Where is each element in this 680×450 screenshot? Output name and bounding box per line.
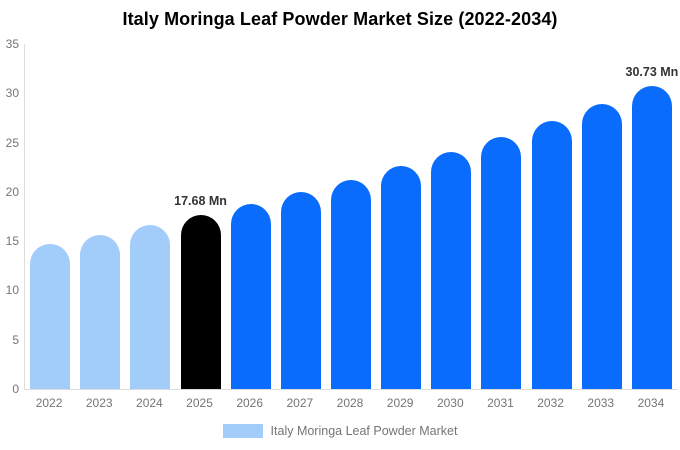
x-tick-label-2028: 2028 (336, 396, 364, 410)
bar-2028[interactable] (331, 179, 371, 389)
x-tick-label-2027: 2027 (286, 396, 314, 410)
x-tick-label-2033: 2033 (587, 396, 615, 410)
x-tick-label-2024: 2024 (136, 396, 163, 410)
x-tick-label-2022: 2022 (35, 396, 63, 410)
x-tick-label-2034: 2034 (637, 396, 665, 410)
bar-value-label-2034: 30.73 Mn (625, 65, 679, 80)
bar-2026[interactable] (230, 203, 271, 389)
y-tick-label-20: 20 (5, 184, 19, 199)
y-tick-label-35: 35 (5, 37, 19, 51)
x-tick-label-2026: 2026 (236, 396, 264, 410)
y-tick-label-5: 5 (12, 332, 19, 347)
x-tick-label-2025: 2025 (186, 396, 213, 410)
legend-swatch (222, 424, 263, 438)
y-tick-label-0: 0 (12, 382, 19, 396)
bar-2022[interactable] (30, 244, 71, 389)
bar-2030[interactable] (431, 152, 472, 389)
plot-area: 17.68 Mn 30.73 Mn (24, 44, 679, 390)
y-tick-label-25: 25 (5, 135, 19, 150)
bar-2024[interactable] (130, 225, 171, 389)
bar-2029[interactable] (381, 166, 422, 389)
legend-item[interactable]: Italy Moringa Leaf Powder Market (0, 424, 680, 438)
y-tick-label-10: 10 (5, 283, 19, 298)
bar-2025[interactable] (180, 214, 221, 389)
y-tick-label-15: 15 (5, 234, 19, 249)
bar-2027[interactable] (280, 191, 321, 389)
y-tick-label-30: 30 (5, 86, 19, 101)
bar-value-label-2025: 17.68 Mn (174, 193, 227, 208)
bar-2032[interactable] (531, 121, 572, 389)
x-tick-label-2032: 2032 (537, 396, 564, 410)
x-tick-label-2023: 2023 (85, 396, 113, 410)
legend-label: Italy Moringa Leaf Powder Market (270, 424, 458, 438)
x-tick-label-2030: 2030 (436, 396, 464, 410)
chart-title: Italy Moringa Leaf Powder Market Size (2… (122, 9, 558, 29)
bar-2033[interactable] (581, 104, 622, 389)
bar-2023[interactable] (80, 234, 121, 389)
bar-2034[interactable] (631, 86, 672, 389)
x-tick-label-2031: 2031 (487, 396, 514, 410)
bar-2031[interactable] (481, 137, 522, 389)
x-tick-label-2029: 2029 (386, 396, 414, 410)
